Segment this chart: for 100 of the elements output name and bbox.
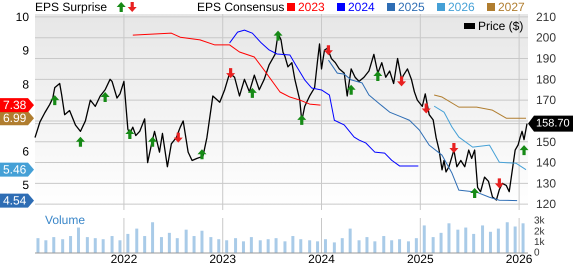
annotation: EPS Surprise (35, 0, 108, 14)
bar (266, 239, 270, 253)
bar (358, 240, 361, 253)
y-tick-label: 6 (22, 144, 30, 159)
y-tick-label: 0 (534, 248, 540, 258)
bar (406, 241, 410, 253)
chart-title: Volume (45, 213, 86, 227)
bar (291, 236, 294, 253)
y-tick-label: 4.54 (3, 194, 27, 208)
y-tick-label: 8 (22, 77, 30, 92)
y-tick-label: 10 (16, 10, 30, 24)
bar (332, 242, 336, 253)
point (422, 103, 431, 114)
bar (514, 226, 517, 253)
bar (217, 239, 220, 253)
bar (61, 239, 64, 253)
bar (94, 238, 97, 253)
point (520, 145, 529, 156)
point (274, 30, 283, 41)
bar (390, 240, 394, 253)
bar (151, 222, 154, 253)
bar (258, 240, 262, 253)
line-series (132, 32, 322, 106)
x-tick-label: 2026 (506, 252, 533, 264)
legend-label: 2024 (348, 0, 376, 14)
y2-tick-label: 120 (536, 197, 556, 212)
bar (274, 238, 278, 253)
bar (234, 238, 238, 253)
y-tick-label: 6.99 (3, 111, 27, 126)
bar (102, 239, 105, 253)
bar (69, 236, 72, 253)
point (197, 149, 206, 160)
bar (135, 228, 138, 253)
bar (456, 230, 460, 253)
bar (348, 228, 352, 253)
x-tick-label: 2022 (110, 252, 138, 264)
point (494, 178, 504, 188)
y-tick-label: 3k (534, 216, 546, 227)
bar (506, 222, 509, 253)
bar (76, 228, 80, 253)
bar (176, 238, 179, 253)
bar (472, 234, 476, 253)
bar (365, 237, 368, 253)
y2-tick-label: 150 (536, 134, 556, 149)
bar (126, 234, 130, 253)
line-series (434, 94, 527, 119)
y-tick-label: 5 (22, 178, 30, 192)
legend-title: EPS Consensus (197, 0, 284, 14)
point (100, 92, 110, 102)
point (449, 142, 458, 153)
bar (481, 225, 484, 253)
bar (440, 232, 443, 253)
bar (168, 232, 171, 253)
y-tick-label: 5.46 (3, 162, 27, 177)
x-tick-label: 2025 (406, 252, 434, 264)
y2-tick-label: 140 (536, 156, 556, 170)
bar (192, 236, 196, 253)
legend-label: 2025 (398, 0, 426, 14)
point (397, 76, 406, 86)
bar (209, 237, 212, 253)
bar (283, 241, 286, 253)
point (373, 71, 382, 82)
bar (184, 230, 188, 253)
y2-tick-label: 158.70 (536, 118, 570, 130)
point (248, 88, 257, 98)
bar (373, 241, 376, 253)
bar (36, 238, 40, 253)
y-tick-label: 7.38 (3, 98, 27, 112)
legend-label: Price ($) (478, 19, 524, 33)
bar (422, 225, 426, 253)
x-tick-label: 2024 (308, 252, 336, 264)
y2-tick-label: 200 (536, 30, 556, 45)
x-tick-label: 2023 (209, 252, 236, 264)
bar (316, 241, 320, 253)
bar (44, 240, 48, 253)
point (174, 132, 183, 143)
point (226, 68, 236, 78)
bar (250, 237, 253, 253)
point (324, 45, 333, 56)
point (470, 188, 480, 198)
y2-tick-label: 190 (536, 52, 556, 66)
bar (398, 239, 402, 253)
y2-tick-label: 180 (536, 72, 556, 86)
y-tick-label: 2k (534, 226, 546, 238)
bar (200, 230, 204, 253)
bar (299, 239, 302, 253)
y2-tick-label: 170 (536, 93, 556, 108)
bar (324, 239, 327, 253)
point (76, 136, 85, 147)
bar (118, 240, 122, 253)
bar (464, 228, 468, 253)
legend-label: 2023 (298, 0, 326, 14)
y-tick-label: 9 (22, 44, 30, 58)
bar (160, 237, 163, 253)
line-series (328, 60, 518, 202)
bar (225, 240, 228, 253)
y2-tick-label: 130 (536, 176, 556, 190)
line-series (229, 30, 419, 166)
bar (414, 238, 418, 253)
y-tick-label: 1k (534, 236, 546, 248)
